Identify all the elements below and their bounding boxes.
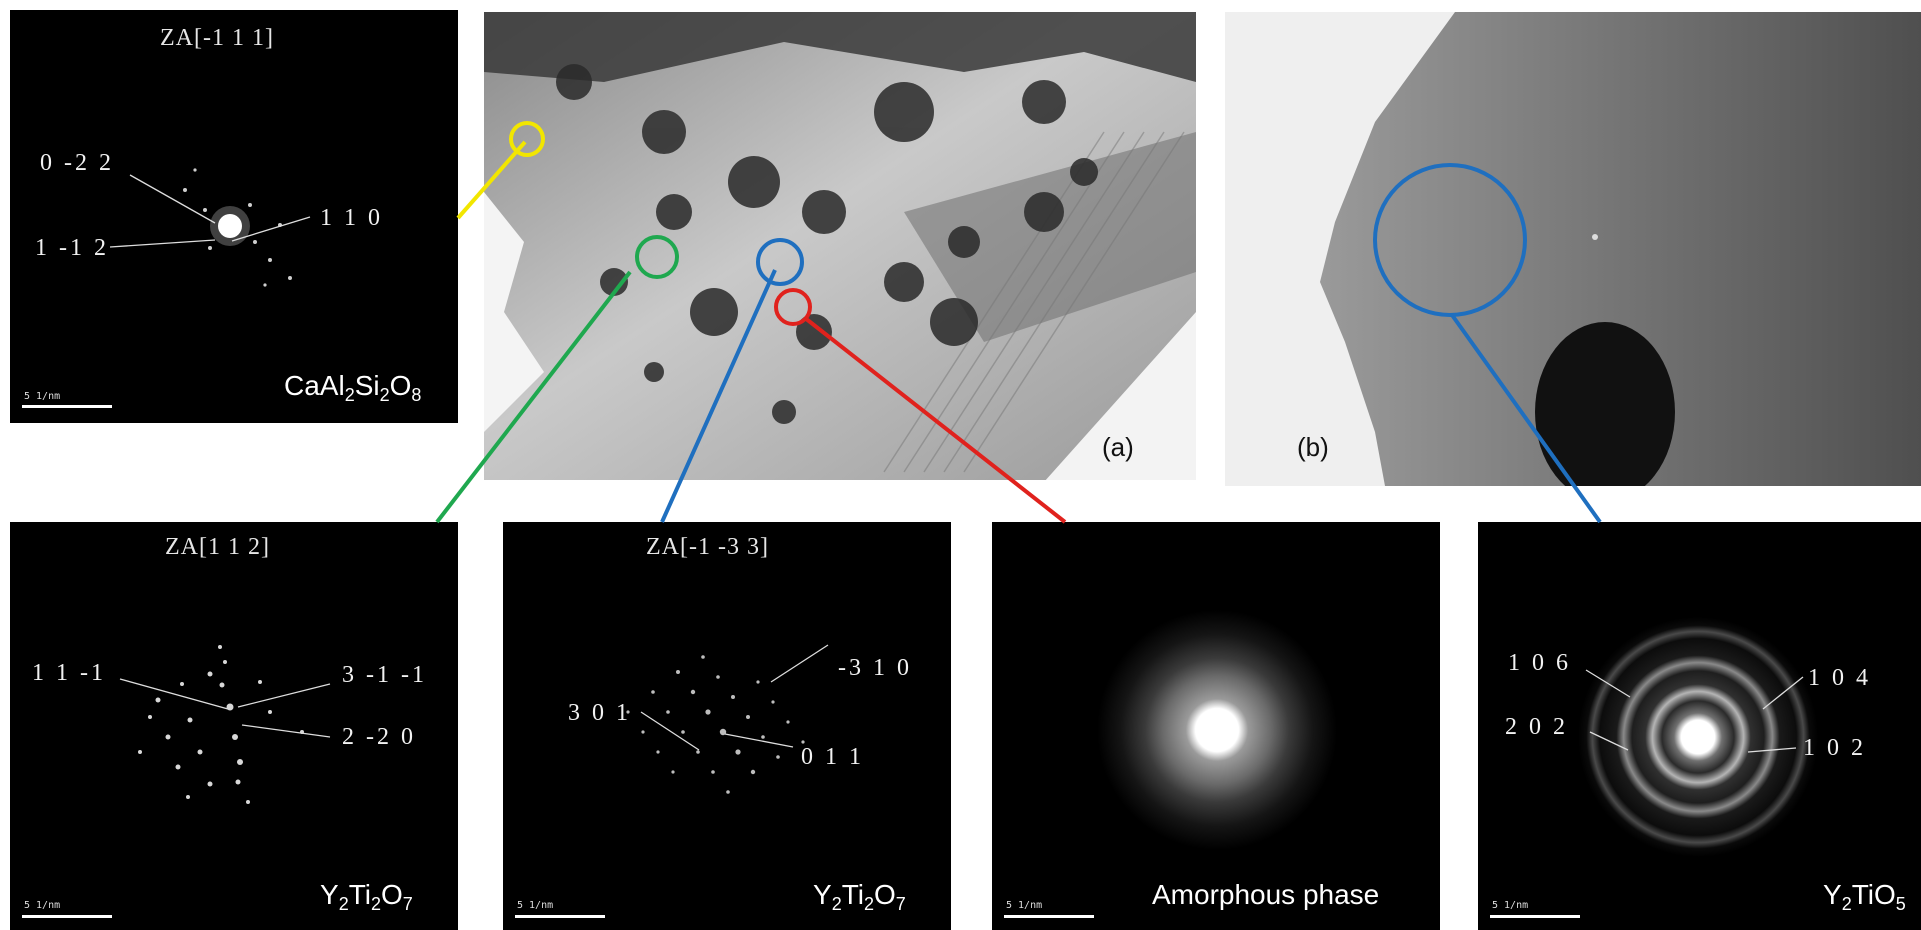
miller-index-1-1-0: 1 1 0 <box>320 205 383 231</box>
zone-axis-label: ZA[1 1 2] <box>165 534 270 560</box>
saed-panel-y2ti2o7-za-133: ZA[-1 -3 3] -3 1 0 3 0 1 0 1 1 5 1/nm Y2… <box>503 522 951 930</box>
miller-index-2-0-2: 2 0 2 <box>1505 714 1568 740</box>
marker-circle-red <box>774 288 812 326</box>
miller-index-2-m2-0: 2 -2 0 <box>342 724 416 750</box>
micrograph-b-label: (b) <box>1297 432 1329 462</box>
saed-panel-y2ti2o7-za112: ZA[1 1 2] 1 1 -1 3 -1 -1 2 -2 0 5 1/nm Y… <box>10 522 458 930</box>
saed-panel-y2tio5: 1 0 6 1 0 4 2 0 2 1 0 2 5 1/nm Y2TiO5 <box>1478 522 1921 930</box>
connector-blue-b <box>1450 313 1602 524</box>
saed-panel-caal2si2o8: ZA[-1 1 1] 0 -2 2 1 -1 2 1 1 0 5 1/nm Ca… <box>10 10 458 423</box>
scale-bar <box>22 915 112 918</box>
marker-circle-blue-b <box>1373 163 1527 317</box>
diffraction-pattern <box>109 168 311 287</box>
diffraction-pattern <box>626 644 829 794</box>
scale-bar-label: 5 1/nm <box>1492 900 1529 911</box>
scale-bar-label: 5 1/nm <box>1006 900 1043 911</box>
scale-bar-label: 5 1/nm <box>24 391 61 402</box>
scale-bar-label: 5 1/nm <box>24 900 61 911</box>
phase-label: Y2TiO5 <box>1823 879 1906 914</box>
micrograph-a-image <box>484 12 1196 480</box>
saed-panel-amorphous: 5 1/nm Amorphous phase <box>992 522 1440 930</box>
marker-circle-blue-a <box>756 238 804 286</box>
zone-axis-label: ZA[-1 1 1] <box>160 25 274 51</box>
phase-label: CaAl2Si2O8 <box>284 370 422 405</box>
scale-bar <box>22 405 112 408</box>
scale-bar-label: 5 1/nm <box>517 900 554 911</box>
miller-index-1-0-2: 1 0 2 <box>1803 735 1866 761</box>
phase-label: Y2Ti2O7 <box>813 879 906 914</box>
miller-index-m3-1-0: -3 1 0 <box>838 655 912 681</box>
miller-index-1-0-6: 1 0 6 <box>1508 650 1571 676</box>
zone-axis-label: ZA[-1 -3 3] <box>646 534 769 560</box>
phase-label: Y2Ti2O7 <box>320 879 413 914</box>
miller-index-1-0-4: 1 0 4 <box>1808 665 1871 691</box>
diffraction-pattern <box>1097 610 1337 850</box>
connector-blue-a <box>660 269 777 523</box>
marker-circle-yellow <box>509 121 545 157</box>
phase-label: Amorphous phase <box>1152 879 1380 910</box>
connector-red <box>803 316 1067 524</box>
micrograph-a: (a) <box>484 12 1196 480</box>
miller-index-0-1-1: 0 1 1 <box>801 744 864 770</box>
connector-yellow <box>456 140 527 220</box>
scale-bar <box>1004 915 1094 918</box>
miller-index-0-2-2: 0 -2 2 <box>40 150 114 176</box>
diffraction-pattern <box>119 645 331 804</box>
micrograph-a-label: (a) <box>1102 432 1134 462</box>
micrograph-b: (b) <box>1225 12 1921 486</box>
connector-green <box>435 270 632 524</box>
marker-circle-green <box>635 235 679 279</box>
miller-index-1-1-2: 1 -1 2 <box>35 235 109 261</box>
micrograph-b-image <box>1320 12 1921 486</box>
scale-bar <box>515 915 605 918</box>
miller-index-3-m1-m1: 3 -1 -1 <box>342 662 427 688</box>
miller-index-1-1-m1: 1 1 -1 <box>32 660 106 686</box>
miller-index-3-0-1: 3 0 1 <box>568 700 631 726</box>
diffraction-pattern <box>1578 617 1818 857</box>
scale-bar <box>1490 915 1580 918</box>
